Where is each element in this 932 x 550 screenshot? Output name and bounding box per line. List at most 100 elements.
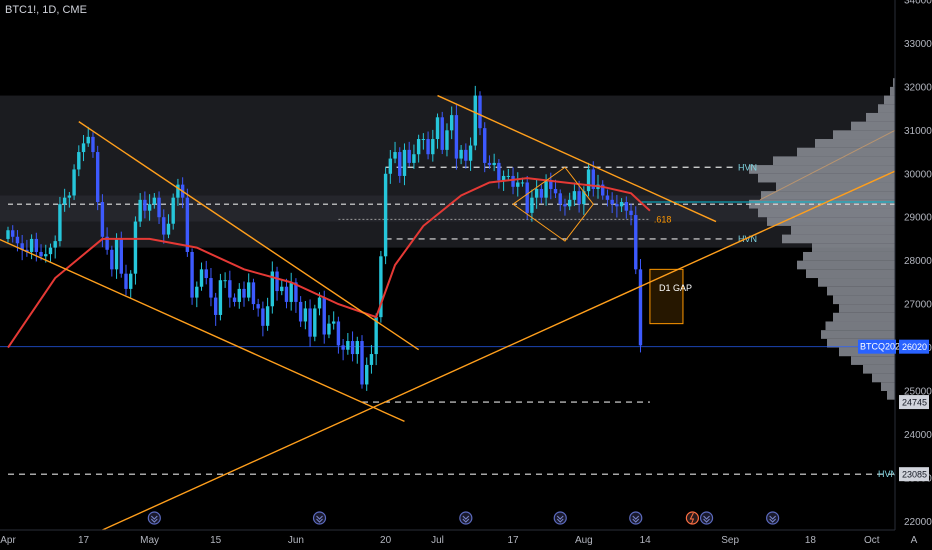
fib-label: .618 xyxy=(654,214,672,224)
candle xyxy=(483,128,487,163)
flash-marker-icon xyxy=(685,511,700,525)
x-tick-label: Jul xyxy=(431,535,444,546)
volume-profile-bar xyxy=(758,173,896,183)
candle xyxy=(511,175,515,187)
candle xyxy=(143,199,147,211)
volume-profile-bar xyxy=(821,330,896,339)
candle xyxy=(15,236,20,244)
candle xyxy=(313,308,317,337)
candle xyxy=(110,249,114,270)
price-tag-label: 23085 xyxy=(902,470,927,480)
candle xyxy=(416,139,421,155)
event-marker-icon xyxy=(553,511,567,525)
candle xyxy=(29,238,34,252)
volume-profile-bar xyxy=(866,112,896,122)
y-tick-label: 22000 xyxy=(904,517,932,528)
candle xyxy=(355,341,359,355)
candle xyxy=(497,162,501,181)
hvn-label: HVN xyxy=(878,469,897,479)
event-marker-icon xyxy=(459,511,473,525)
candle xyxy=(468,145,473,161)
candle xyxy=(360,341,364,385)
candle xyxy=(294,282,298,302)
candle xyxy=(341,345,345,350)
volume-profile-bar xyxy=(806,269,896,279)
volume-profile-bar xyxy=(887,390,896,400)
candle xyxy=(247,282,251,298)
candle xyxy=(280,286,284,292)
candle xyxy=(62,197,67,205)
candle xyxy=(520,182,525,184)
candle xyxy=(582,191,586,205)
candle xyxy=(487,162,492,166)
candle xyxy=(634,215,638,270)
price-tag xyxy=(899,395,929,410)
candle xyxy=(619,202,624,207)
candle xyxy=(303,308,308,322)
price-axis-bg xyxy=(895,0,932,550)
candle xyxy=(209,278,213,298)
candle xyxy=(572,191,577,200)
candle xyxy=(185,197,190,252)
candle xyxy=(298,301,303,322)
symbol-title: BTC1!, 1D, CME xyxy=(5,4,87,16)
candle xyxy=(39,251,43,257)
candle xyxy=(67,195,72,198)
candle xyxy=(133,221,138,274)
y-tick-label: 27000 xyxy=(904,300,932,311)
x-tick-label: May xyxy=(140,535,159,546)
volume-profile-bar xyxy=(761,191,896,200)
candle xyxy=(308,308,312,337)
series-name-label: BTCQ2023 xyxy=(860,342,905,352)
volume-profile-bar xyxy=(833,130,896,140)
candle xyxy=(327,323,331,335)
candle xyxy=(100,202,105,237)
candle xyxy=(270,271,275,307)
candle xyxy=(105,236,109,250)
candle xyxy=(11,230,15,237)
candle xyxy=(346,341,350,350)
candle xyxy=(365,364,369,385)
candle xyxy=(402,149,407,176)
candle xyxy=(407,149,411,163)
auto-scale-button[interactable]: A xyxy=(911,535,918,546)
trendline xyxy=(78,121,420,351)
candle xyxy=(426,139,430,155)
event-marker-icon xyxy=(147,511,161,525)
candle xyxy=(95,152,100,203)
candle xyxy=(492,162,496,166)
candle xyxy=(506,175,511,177)
candle xyxy=(237,288,241,302)
y-tick-label: 31000 xyxy=(904,126,932,137)
candle xyxy=(138,199,142,222)
volume-profile-bar xyxy=(833,295,896,305)
candle xyxy=(261,308,265,326)
candle xyxy=(454,115,459,159)
volume-profile-bar xyxy=(825,321,896,331)
x-tick-label: Apr xyxy=(0,535,16,546)
candle xyxy=(412,154,416,163)
event-chevron-icon xyxy=(703,515,710,523)
volume-profile-bar xyxy=(815,139,896,148)
candle xyxy=(605,195,610,200)
candle xyxy=(77,152,81,170)
candle xyxy=(421,139,426,141)
x-tick-label: 18 xyxy=(805,535,817,546)
candle xyxy=(530,197,534,213)
event-marker-icon xyxy=(699,511,714,525)
trendline xyxy=(102,153,932,531)
candle xyxy=(577,191,581,205)
candle xyxy=(213,297,218,315)
price-tag xyxy=(899,467,929,482)
candle xyxy=(218,280,223,315)
volume-profile-bar xyxy=(773,156,896,166)
candle xyxy=(256,304,260,309)
candle xyxy=(459,149,463,159)
x-tick-label: 20 xyxy=(380,535,392,546)
volume-profile-bar xyxy=(827,286,896,296)
event-chevron-icon xyxy=(316,515,323,523)
x-tick-label: 15 xyxy=(210,535,222,546)
price-tag-label: 26020 xyxy=(902,342,927,352)
candle xyxy=(176,184,180,198)
